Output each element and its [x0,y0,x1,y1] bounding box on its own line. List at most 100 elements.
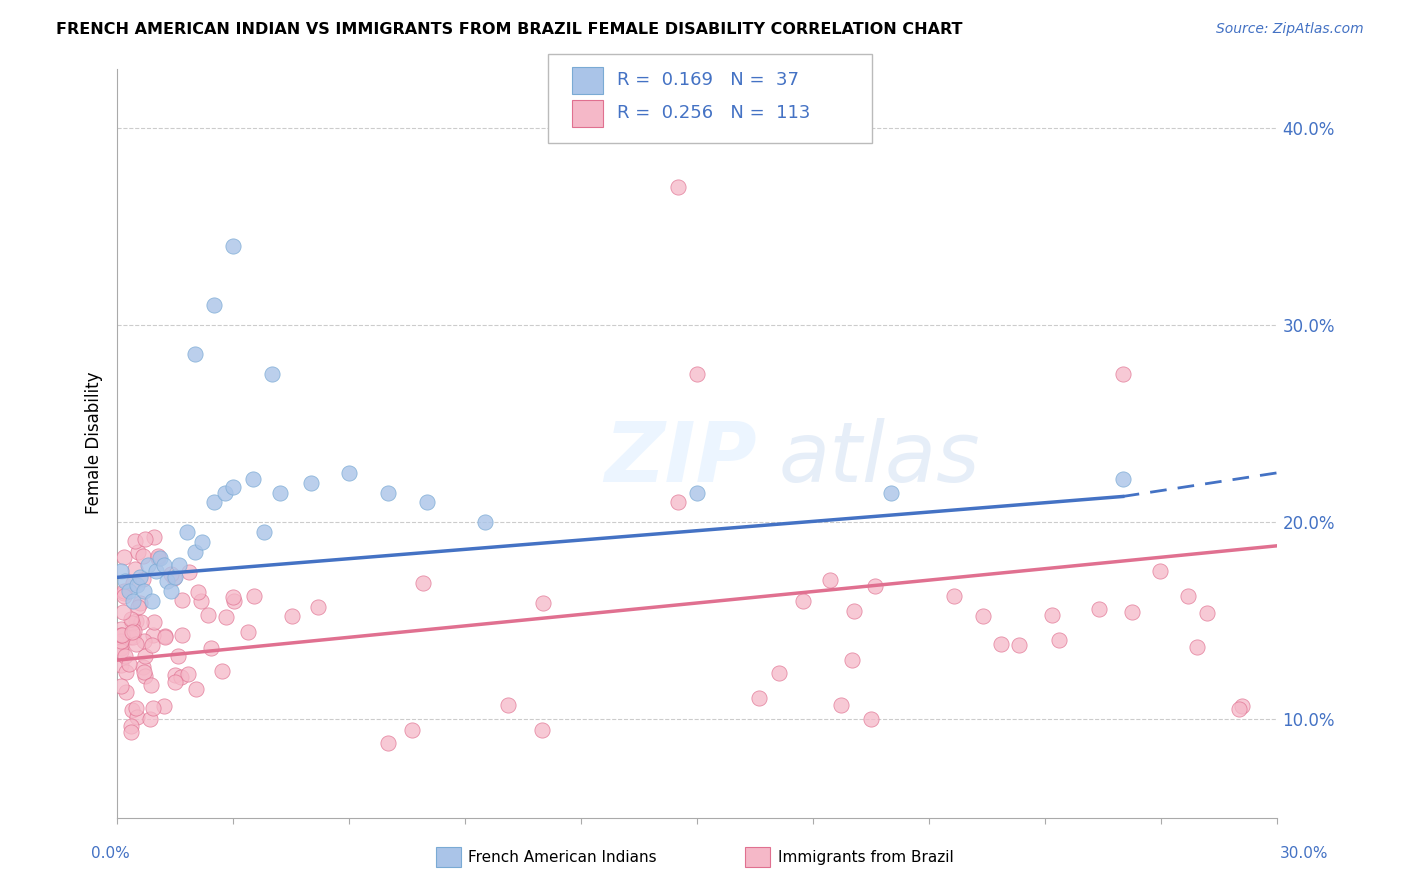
Point [1112,368,1135,382]
Point [120,724,142,739]
Point [1121,606,1143,620]
Point [152,558,174,573]
Point [118,584,141,599]
Point [121,703,143,717]
Point [166,649,188,664]
Point [170,670,193,684]
Point [269,485,291,500]
Point [121,624,143,639]
Point [129,615,152,630]
Point [134,634,156,648]
Text: 30.0%: 30.0% [1281,847,1329,861]
Point [377,485,399,500]
Point [142,530,165,544]
Point [132,572,155,586]
Point [142,700,165,714]
Point [1040,608,1063,623]
Point [120,719,142,733]
Point [190,593,212,607]
Point [165,667,187,681]
Point [121,616,143,631]
Point [281,609,304,624]
Point [125,637,148,651]
Point [134,669,156,683]
Point [1047,633,1070,648]
Point [156,574,179,589]
Point [530,723,553,738]
Point [222,590,245,604]
Point [124,562,146,576]
Text: FRENCH AMERICAN INDIAN VS IMMIGRANTS FROM BRAZIL FEMALE DISABILITY CORRELATION C: FRENCH AMERICAN INDIAN VS IMMIGRANTS FRO… [56,22,963,37]
Point [163,674,186,689]
Point [153,630,176,644]
Point [122,630,145,644]
Point [844,604,866,618]
Point [211,665,233,679]
Point [863,578,886,592]
Point [1007,638,1029,652]
Point [191,534,214,549]
Point [142,615,165,629]
Point [943,589,966,603]
Point [1195,607,1218,621]
Point [818,573,841,587]
Point [377,736,399,750]
Point [111,605,134,619]
Text: French American Indians: French American Indians [468,850,657,864]
Point [299,475,322,490]
Point [114,684,136,698]
Text: Immigrants from Brazil: Immigrants from Brazil [778,850,953,864]
Point [222,480,245,494]
Point [163,571,186,585]
Point [153,699,176,714]
Point [127,599,149,614]
Point [110,622,132,636]
Text: atlas: atlas [779,417,980,499]
Y-axis label: Female Disability: Female Disability [86,372,103,515]
Point [202,495,225,509]
Point [145,565,167,579]
Text: R =  0.169   N =  37: R = 0.169 N = 37 [617,71,799,89]
Point [112,550,135,565]
Point [132,665,155,680]
Point [124,624,146,639]
Text: Source: ZipAtlas.com: Source: ZipAtlas.com [1216,22,1364,37]
Point [415,495,437,509]
Point [124,533,146,548]
Point [110,634,132,648]
Point [253,524,276,539]
Point [200,640,222,655]
Point [110,657,132,672]
Point [972,608,994,623]
Point [474,515,496,529]
Point [172,628,194,642]
Point [110,644,132,658]
Point [124,701,146,715]
Point [131,549,153,564]
Point [1227,702,1250,716]
Point [1232,699,1254,714]
Point [149,550,172,565]
Point [186,585,208,599]
Point [841,652,863,666]
Point [1187,640,1209,654]
Point [110,640,132,655]
Point [990,637,1012,651]
Text: R =  0.256   N =  113: R = 0.256 N = 113 [617,104,811,122]
Point [114,574,136,589]
Point [1088,602,1111,616]
Point [111,627,134,641]
Point [859,712,882,726]
Text: ZIP: ZIP [605,417,756,499]
Point [165,570,187,584]
Point [176,524,198,539]
Point [129,570,152,584]
Point [879,485,901,500]
Point [160,584,183,599]
Point [183,544,205,558]
Point [202,298,225,312]
Point [214,485,236,500]
Point [167,558,190,573]
Point [179,565,201,579]
Point [110,679,132,693]
